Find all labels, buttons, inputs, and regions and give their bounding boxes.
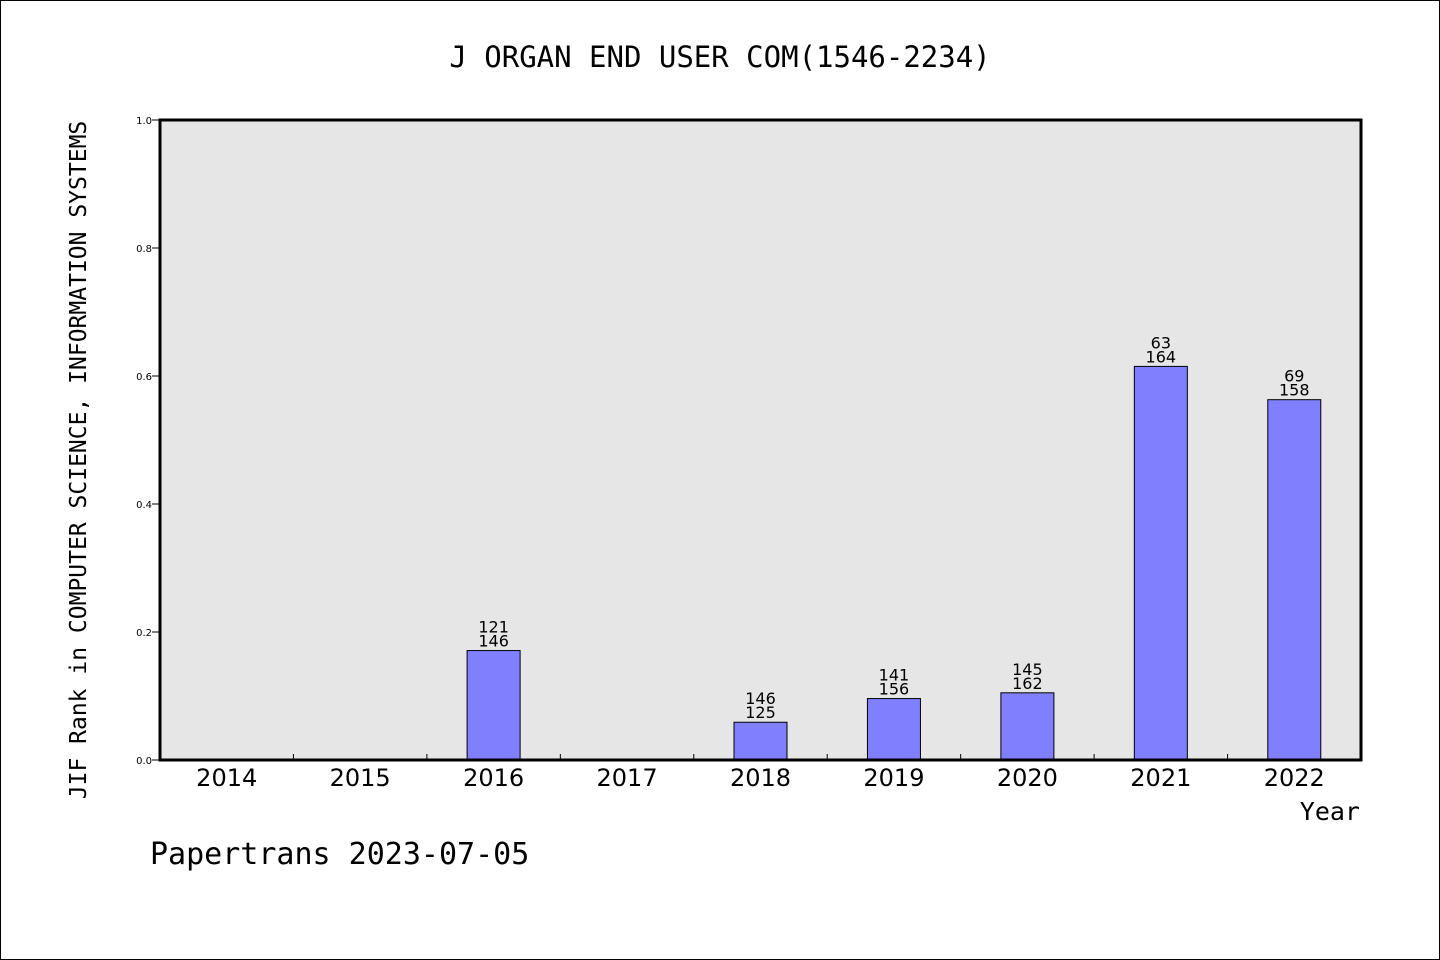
bar-label-bottom: 162 bbox=[1012, 674, 1043, 693]
bar-2018 bbox=[733, 721, 788, 761]
x-tick-label: 2015 bbox=[330, 764, 391, 792]
bar-label-bottom: 156 bbox=[879, 680, 910, 699]
watermark-text: Papertrans 2023-07-05 bbox=[150, 837, 529, 872]
y-tick-label: 0.8 bbox=[136, 244, 152, 255]
bar-2020 bbox=[1000, 692, 1055, 761]
bar-label-top: 63 bbox=[1151, 333, 1171, 352]
x-tick-label: 2014 bbox=[196, 764, 257, 792]
x-axis-label: Year bbox=[1300, 797, 1360, 826]
bar-label-top: 69 bbox=[1284, 367, 1304, 386]
y-axis: 0.0 0.2 0.4 0.6 0.8 1.0 bbox=[136, 116, 160, 767]
bar-2016 bbox=[466, 650, 521, 761]
y-tick-label: 1.0 bbox=[136, 116, 152, 127]
y-tick-label: 0.6 bbox=[136, 372, 152, 383]
bar-2022 bbox=[1267, 399, 1322, 761]
x-tick-label: 2022 bbox=[1264, 764, 1325, 792]
bar-2021 bbox=[1133, 365, 1188, 761]
bar-label-top: 141 bbox=[879, 666, 910, 685]
bar-2019 bbox=[866, 698, 921, 761]
bar-series bbox=[466, 365, 1322, 761]
x-tick-label: 2017 bbox=[597, 764, 658, 792]
y-tick-label: 0.2 bbox=[136, 628, 152, 639]
x-tick-label: 2019 bbox=[863, 764, 924, 792]
bar-label-bottom: 158 bbox=[1279, 381, 1310, 400]
x-axis: 2014 2015 2016 2017 2018 2019 2020 2021 2022 bbox=[196, 754, 1325, 792]
bar-label-top: 145 bbox=[1012, 660, 1043, 679]
bar-label-bottom: 164 bbox=[1146, 347, 1177, 366]
x-tick-label: 2018 bbox=[730, 764, 791, 792]
x-tick-label: 2021 bbox=[1130, 764, 1191, 792]
plot-border bbox=[158, 118, 1363, 762]
y-axis-label: JIF Rank in COMPUTER SCIENCE, INFORMATIO… bbox=[66, 121, 92, 800]
bar-label-bottom: 146 bbox=[478, 632, 509, 651]
bar-label-top: 121 bbox=[478, 618, 509, 637]
x-tick-label: 2020 bbox=[997, 764, 1058, 792]
x-tick-label: 2016 bbox=[463, 764, 524, 792]
bar-label-bottom: 125 bbox=[745, 703, 776, 722]
chart-title: J ORGAN END USER COM(1546-2234) bbox=[449, 40, 990, 74]
bar-label-top: 146 bbox=[745, 689, 776, 708]
y-tick-label: 0.0 bbox=[136, 756, 152, 767]
y-tick-label: 0.4 bbox=[136, 500, 152, 511]
